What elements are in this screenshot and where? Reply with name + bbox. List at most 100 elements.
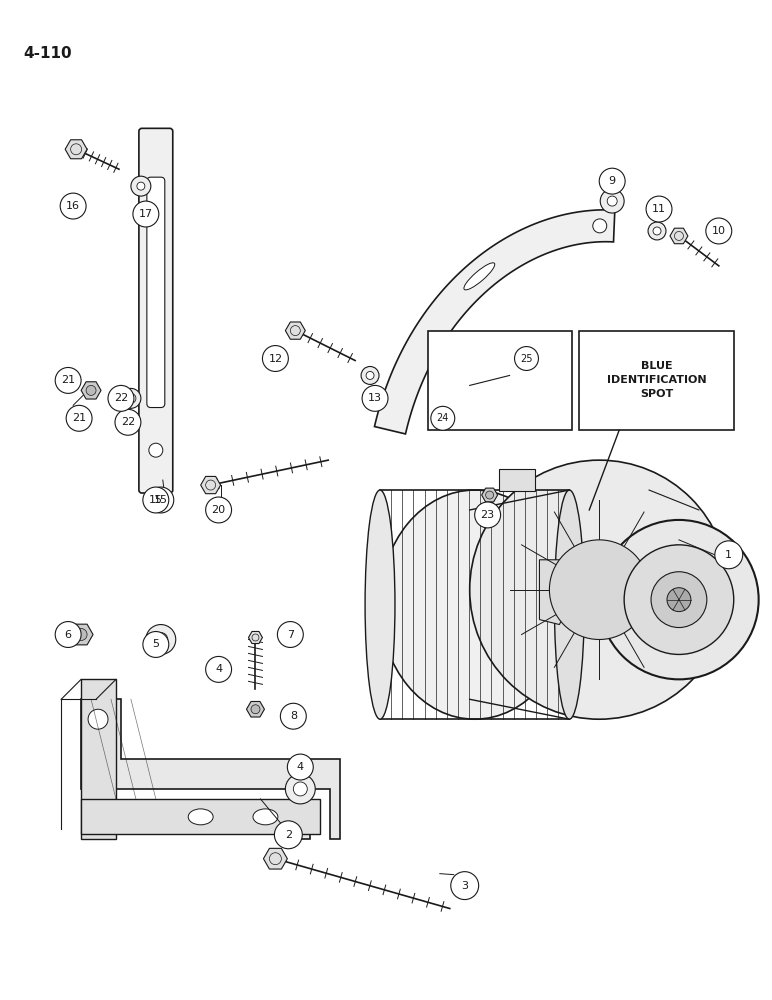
Circle shape	[653, 227, 661, 235]
Polygon shape	[286, 322, 305, 339]
Text: BLUE
IDENTIFICATION
SPOT: BLUE IDENTIFICATION SPOT	[607, 361, 706, 399]
Circle shape	[286, 774, 315, 804]
Circle shape	[262, 346, 289, 371]
Text: 13: 13	[368, 393, 382, 403]
Text: 15: 15	[154, 495, 168, 505]
Circle shape	[133, 201, 159, 227]
Text: 4: 4	[215, 664, 222, 674]
Circle shape	[55, 622, 81, 647]
Circle shape	[205, 656, 232, 682]
Circle shape	[593, 219, 607, 233]
Polygon shape	[540, 560, 564, 625]
Text: 4: 4	[296, 762, 304, 772]
Polygon shape	[81, 382, 101, 399]
Circle shape	[599, 520, 759, 679]
FancyBboxPatch shape	[81, 679, 116, 839]
Circle shape	[500, 366, 519, 384]
FancyBboxPatch shape	[428, 331, 572, 430]
Text: 20: 20	[212, 505, 225, 515]
Ellipse shape	[554, 490, 584, 719]
Text: 16: 16	[66, 201, 80, 211]
Circle shape	[550, 540, 649, 639]
Circle shape	[293, 782, 307, 796]
Circle shape	[651, 572, 707, 628]
Circle shape	[280, 703, 306, 729]
Circle shape	[451, 872, 479, 900]
Circle shape	[115, 409, 141, 435]
Text: 2: 2	[285, 830, 292, 840]
Circle shape	[154, 633, 168, 646]
Circle shape	[366, 371, 374, 379]
Circle shape	[706, 218, 732, 244]
Ellipse shape	[188, 809, 213, 825]
Circle shape	[715, 541, 743, 569]
Polygon shape	[670, 228, 688, 244]
Text: 23: 23	[481, 510, 495, 520]
Text: 21: 21	[72, 413, 86, 423]
Circle shape	[600, 189, 624, 213]
FancyBboxPatch shape	[81, 799, 320, 834]
Ellipse shape	[253, 809, 278, 825]
Circle shape	[60, 193, 86, 219]
Circle shape	[667, 588, 691, 612]
Text: 4-110: 4-110	[23, 46, 72, 61]
Circle shape	[148, 487, 174, 513]
Circle shape	[131, 176, 151, 196]
Circle shape	[514, 347, 538, 370]
Circle shape	[469, 460, 729, 719]
Circle shape	[287, 754, 313, 780]
Circle shape	[88, 709, 108, 729]
Text: 5: 5	[152, 639, 159, 649]
Text: 9: 9	[608, 176, 616, 186]
Circle shape	[66, 405, 92, 431]
Text: 22: 22	[120, 417, 135, 427]
Circle shape	[646, 196, 672, 222]
Polygon shape	[482, 488, 498, 502]
FancyBboxPatch shape	[147, 177, 164, 408]
Circle shape	[274, 821, 303, 849]
Text: 24: 24	[437, 413, 449, 423]
Circle shape	[143, 632, 169, 657]
Circle shape	[137, 182, 145, 190]
Circle shape	[126, 393, 136, 403]
Circle shape	[431, 406, 455, 430]
Circle shape	[599, 168, 625, 194]
Polygon shape	[69, 624, 93, 645]
Circle shape	[55, 367, 81, 393]
FancyBboxPatch shape	[139, 128, 173, 493]
Circle shape	[475, 502, 500, 528]
Circle shape	[277, 622, 303, 647]
Circle shape	[146, 625, 176, 654]
Text: 21: 21	[61, 375, 75, 385]
Circle shape	[486, 491, 493, 499]
Circle shape	[624, 545, 733, 654]
Text: 7: 7	[286, 630, 294, 640]
Circle shape	[361, 366, 379, 384]
FancyBboxPatch shape	[579, 331, 733, 430]
Circle shape	[251, 705, 260, 714]
Circle shape	[466, 381, 474, 389]
Text: 3: 3	[461, 881, 468, 891]
Circle shape	[75, 629, 87, 640]
Ellipse shape	[380, 490, 569, 719]
Circle shape	[445, 396, 454, 405]
Text: 10: 10	[712, 226, 726, 236]
Circle shape	[108, 385, 134, 411]
Text: 6: 6	[65, 630, 72, 640]
Text: 1: 1	[725, 550, 733, 560]
Polygon shape	[201, 476, 221, 494]
Text: 22: 22	[113, 393, 128, 403]
Circle shape	[362, 385, 388, 411]
Text: 11: 11	[652, 204, 666, 214]
Text: 12: 12	[269, 354, 283, 364]
Circle shape	[506, 371, 513, 379]
Circle shape	[608, 196, 617, 206]
Circle shape	[86, 385, 96, 395]
Polygon shape	[374, 210, 615, 434]
FancyBboxPatch shape	[499, 469, 536, 491]
Circle shape	[461, 376, 479, 394]
Circle shape	[121, 388, 141, 408]
Polygon shape	[81, 699, 340, 839]
Polygon shape	[246, 701, 265, 717]
Polygon shape	[65, 140, 87, 159]
